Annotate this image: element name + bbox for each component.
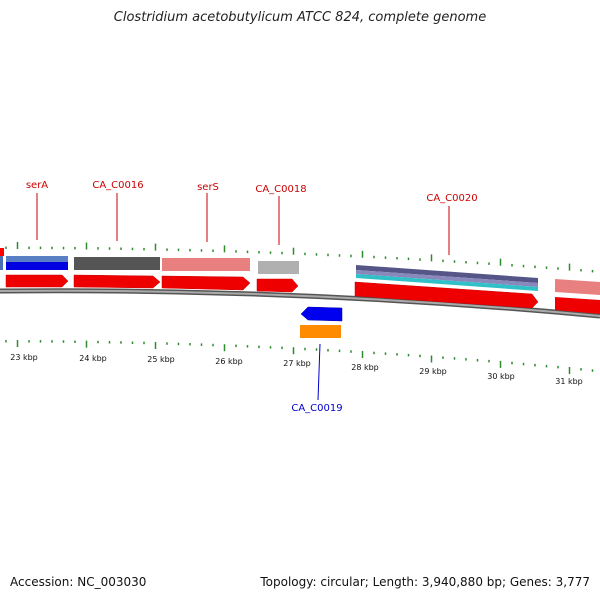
gene-label-ca-c0019: CA_C0019 [291,403,342,414]
cds-arrow [0,248,4,256]
gene-label-ca-c0018: CA_C0018 [255,184,306,195]
gene-label-serA: serA [26,180,48,191]
ruler-label: 23 kbp [10,353,38,362]
cds-arrow [555,297,600,314]
cds-arrow [73,274,161,289]
cds-arrow [256,278,299,293]
feature-bar [258,261,299,274]
gc-skew-lower-ticks [5,340,594,374]
feature-bar [6,262,68,270]
label-leaders [36,193,450,401]
feature-bar [6,256,68,262]
ruler-label: 28 kbp [351,363,379,372]
ruler-label: 27 kbp [283,359,311,368]
feature-bar [356,265,538,283]
cds-arrow [5,274,69,288]
ruler-label: 24 kbp [79,354,107,363]
feature-bar [300,325,341,338]
feature-bar [356,274,538,291]
ruler-label: 25 kbp [147,355,175,364]
gc-skew-upper-ticks [5,242,594,273]
gene-labels: serA CA_C0016 serS CA_C0018 CA_C0019 CA_… [26,180,478,414]
feature-bar [0,256,3,270]
gene-label-ca-c0016: CA_C0016 [92,180,143,191]
ruler-label: 31 kbp [555,377,583,386]
cds-arrow-reverse [300,306,343,322]
feature-bar [74,257,160,270]
feature-bar [555,279,600,295]
ruler-label: 29 kbp [419,367,447,376]
feature-bar [162,258,250,271]
cds-arrow [354,281,539,309]
reverse-feature-track [300,306,343,338]
gene-label-ca-c0020: CA_C0020 [426,193,477,204]
ruler-labels: 23 kbp 24 kbp 25 kbp 26 kbp 27 kbp 28 kb… [10,353,583,386]
genome-backbone [0,288,600,319]
ruler-label: 26 kbp [215,357,243,366]
gene-label-serS: serS [197,182,219,193]
accession-text: Accession: NC_003030 [10,575,147,589]
map-title: Clostridium acetobutylicum ATCC 824, com… [113,10,487,25]
feature-bar [356,270,538,287]
cds-arrow [161,275,251,291]
topology-text: Topology: circular; Length: 3,940,880 bp… [260,575,590,589]
ruler-label: 30 kbp [487,372,515,381]
forward-feature-track [0,248,600,314]
